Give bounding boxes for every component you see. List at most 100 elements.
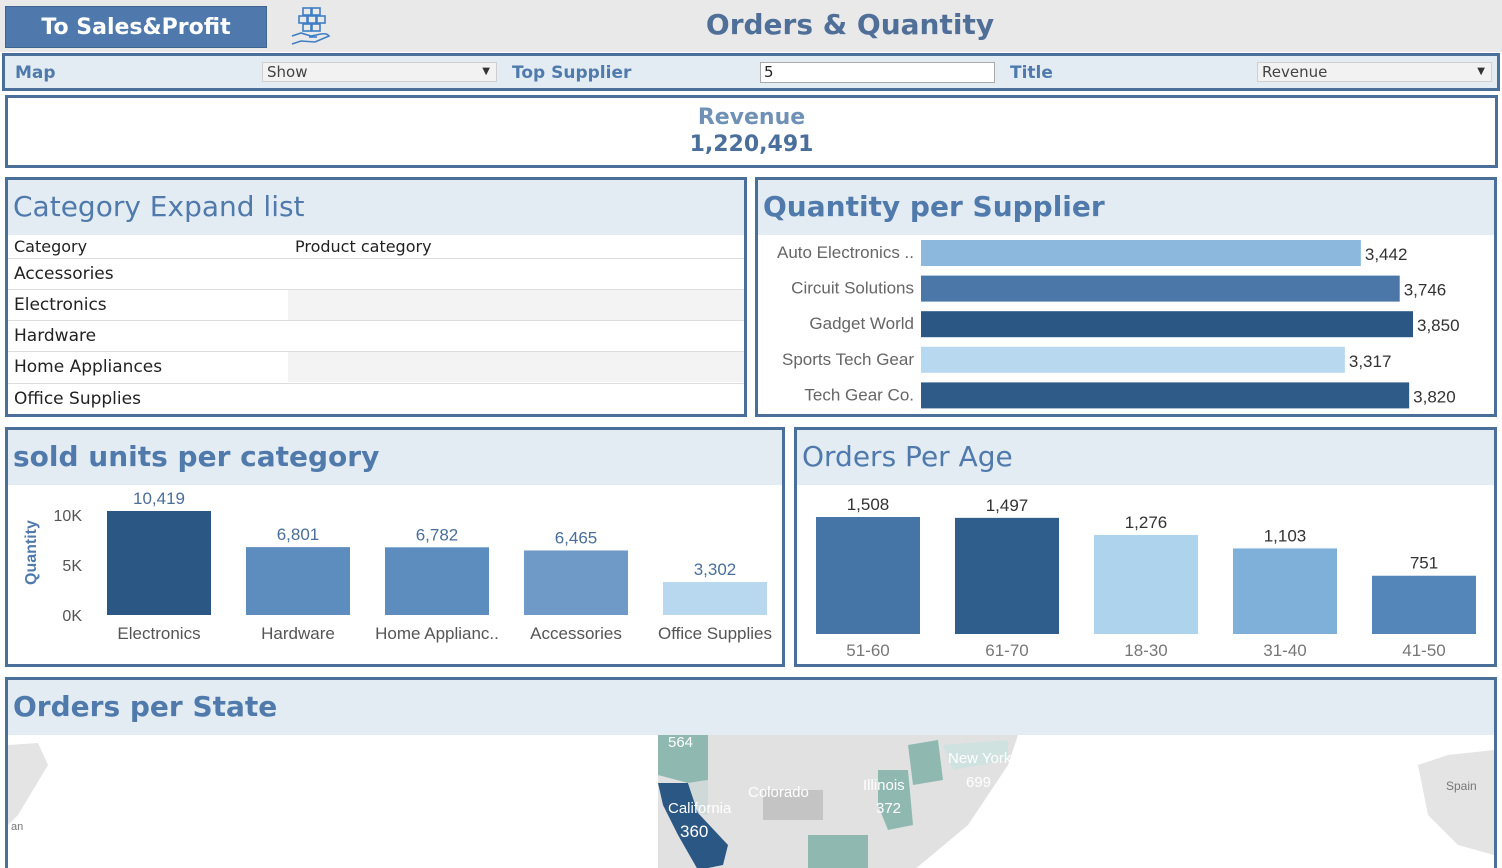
table-row[interactable]: Hardware [8,320,744,351]
sold-bar [524,550,628,615]
supplier-panel: Quantity per Supplier Auto Electronics .… [755,177,1497,417]
sold-value-label: 6,782 [416,525,459,544]
age-tick-label: 41-50 [1402,641,1445,660]
state-michigan[interactable] [908,740,943,785]
cell-shade [288,290,744,320]
y-tick-label: 10K [54,508,83,525]
age-value-label: 751 [1410,554,1438,573]
title-select-value: Revenue [1262,63,1328,81]
row-label: Office Supplies [14,389,141,409]
revenue-kpi: Revenue 1,220,491 [5,95,1498,168]
state-new-york[interactable] [943,740,1008,770]
table-row[interactable]: Office Supplies [8,383,744,414]
age-bar [1233,548,1337,634]
top-supplier-input[interactable]: 5 [760,62,995,83]
orders-per-state-panel: Orders per State 564 New York 69 [5,677,1497,868]
state-colorado[interactable] [763,790,823,820]
title-filter-label: Title [1010,63,1053,83]
sold-value-label: 6,465 [555,528,598,547]
state-washington[interactable] [658,735,708,783]
state-nevada[interactable] [688,780,708,815]
boxes-hand-icon [289,6,335,48]
category-tick-label: Home Applianc.. [375,624,499,643]
top-bar: To Sales&Profit Orders & Quantity [0,0,1502,52]
title-select[interactable]: Revenue ▼ [1257,62,1492,82]
kpi-label: Revenue [697,105,806,130]
map-label: 360 [680,822,708,841]
orders-per-age-panel: Orders Per Age 1,508 51-60 1,497 61-70 1,276… [794,427,1497,667]
age-bar [1094,535,1198,634]
supplier-value-label: 3,850 [1417,316,1460,335]
category-tick-label: Electronics [117,624,200,643]
map-label: New York [948,750,1012,767]
map-label: Colorado [748,784,809,801]
age-bar [1372,575,1476,634]
age-value-label: 1,497 [986,496,1029,515]
map-filter-label: Map [15,63,56,83]
panel-title: Category Expand list [8,180,744,235]
map-svg: 564 New York 699 Illinois 372 Colorado C… [8,734,1494,868]
supplier-label: Auto Electronics .. [777,243,914,262]
supplier-bar [921,311,1413,338]
chevron-down-icon: ▼ [1477,66,1485,77]
cell-shade [288,352,744,382]
sold-bar [246,547,350,615]
supplier-chart-svg: Auto Electronics .. 3,442 Circuit Solution… [777,240,1460,409]
top-supplier-label: Top Supplier [512,63,632,83]
column-header-category: Category [14,237,88,256]
age-bar [816,517,920,634]
sold-bar [107,511,211,615]
filter-bar: Map Show ▼ Top Supplier 5 Title Revenue … [2,53,1500,91]
sold-bar [663,582,767,615]
age-value-label: 1,508 [847,495,890,514]
table-row[interactable]: Accessories [8,258,744,289]
row-label: Electronics [14,295,107,315]
row-label: Home Appliances [14,357,163,377]
supplier-value-label: 3,442 [1365,245,1408,264]
state-illinois[interactable] [878,770,913,830]
landmass [1418,750,1494,855]
chevron-down-icon: ▼ [482,66,490,77]
supplier-label: Tech Gear Co. [804,385,914,404]
age-bar-chart: 1,508 51-60 1,497 61-70 1,276 18-30 1,103 31-40… [797,485,1494,664]
supplier-value-label: 3,317 [1349,352,1392,371]
map-select[interactable]: Show ▼ [262,62,497,82]
age-tick-label: 31-40 [1263,641,1306,660]
panel-title: Orders per State [8,680,1494,735]
category-tick-label: Accessories [530,624,622,643]
age-value-label: 1,103 [1264,526,1307,545]
table-header: Category Product category [8,235,744,258]
age-chart-svg: 1,508 51-60 1,497 61-70 1,276 18-30 1,103 31-40… [816,495,1476,660]
category-tick-label: Hardware [261,624,335,643]
map-label: an [11,821,23,833]
age-value-label: 1,276 [1125,513,1168,532]
map-label: Illinois [863,777,905,794]
map-labels: 564 New York 699 Illinois 372 Colorado C… [668,734,1012,841]
panel-title: Quantity per Supplier [758,180,1494,235]
to-sales-profit-button[interactable]: To Sales&Profit [5,6,267,48]
map-label: California [668,800,732,817]
y-tick-label: 0K [62,608,82,625]
sold-value-label: 10,419 [133,489,185,508]
row-label: Hardware [14,326,97,346]
supplier-value-label: 3,820 [1413,387,1456,406]
state-california[interactable] [658,783,728,868]
panel-title: Orders Per Age [797,430,1494,485]
dashboard-title: Orders & Quantity [705,8,995,41]
supplier-bar [921,275,1400,302]
supplier-bar [921,382,1410,409]
age-tick-label: 51-60 [846,641,889,660]
y-tick-label: 5K [62,558,82,575]
state-map[interactable]: 564 New York 699 Illinois 372 Colorado C… [8,734,1494,868]
column-header-product-category: Product category [295,237,432,256]
map-label: 564 [668,735,693,751]
sold-chart-svg: Quantity 10K 5K 0K 10,419 Electronics 6,801 Har… [23,489,772,643]
sold-value-label: 6,801 [277,525,320,544]
state-texas[interactable] [808,835,868,868]
row-label: Accessories [14,264,114,284]
supplier-label: Circuit Solutions [791,279,914,298]
supplier-label: Sports Tech Gear [782,350,914,369]
table-row[interactable]: Electronics [8,289,744,320]
table-row[interactable]: Home Appliances [8,351,744,382]
